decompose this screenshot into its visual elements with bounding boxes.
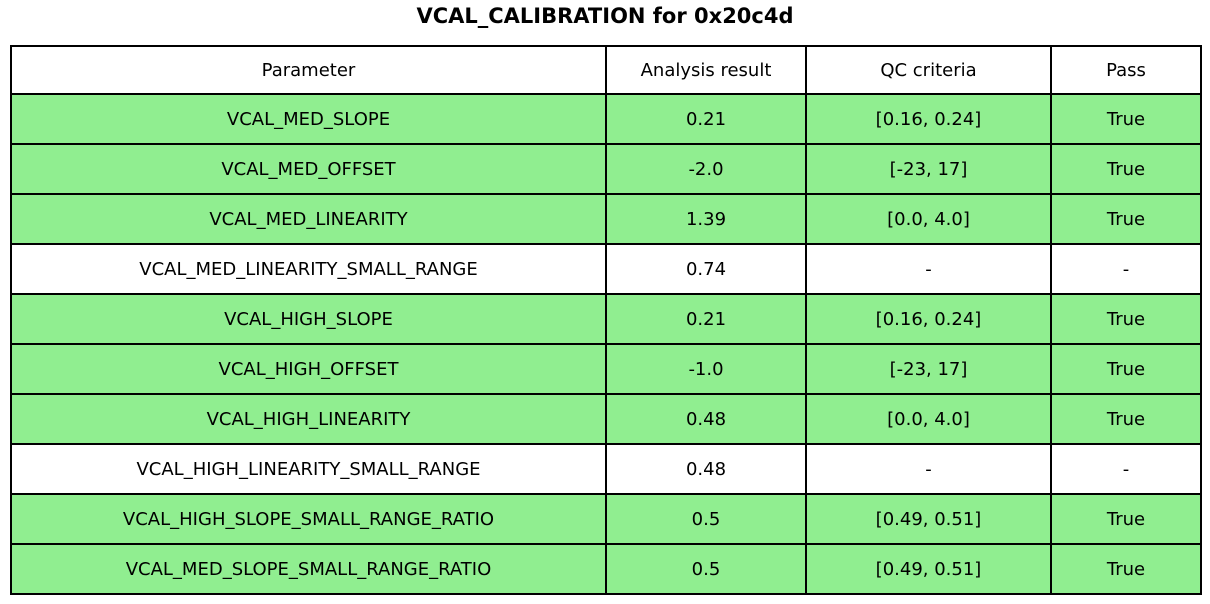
cell-pass: True bbox=[1050, 93, 1202, 145]
cell-parameter: VCAL_HIGH_SLOPE bbox=[10, 293, 607, 345]
cell-parameter: VCAL_HIGH_LINEARITY bbox=[10, 393, 607, 445]
col-header-qc-criteria: QC criteria bbox=[805, 45, 1052, 95]
cell-pass: True bbox=[1050, 193, 1202, 245]
cell-analysis-result: 0.21 bbox=[605, 93, 807, 145]
cell-pass: True bbox=[1050, 143, 1202, 195]
cell-parameter: VCAL_MED_SLOPE_SMALL_RANGE_RATIO bbox=[10, 543, 607, 595]
cell-analysis-result: -1.0 bbox=[605, 343, 807, 395]
cell-pass: True bbox=[1050, 543, 1202, 595]
cell-qc-criteria: [0.0, 4.0] bbox=[805, 193, 1052, 245]
cell-pass: True bbox=[1050, 293, 1202, 345]
col-header-analysis-result: Analysis result bbox=[605, 45, 807, 95]
table-row: VCAL_HIGH_LINEARITY_SMALL_RANGE 0.48 - - bbox=[10, 443, 1202, 495]
cell-analysis-result: 0.5 bbox=[605, 543, 807, 595]
cell-parameter: VCAL_MED_OFFSET bbox=[10, 143, 607, 195]
cell-qc-criteria: [0.0, 4.0] bbox=[805, 393, 1052, 445]
table-row: VCAL_HIGH_SLOPE 0.21 [0.16, 0.24] True bbox=[10, 293, 1202, 345]
cell-analysis-result: 0.74 bbox=[605, 243, 807, 295]
cell-pass: - bbox=[1050, 443, 1202, 495]
cell-pass: True bbox=[1050, 393, 1202, 445]
cell-parameter: VCAL_HIGH_OFFSET bbox=[10, 343, 607, 395]
cell-qc-criteria: - bbox=[805, 443, 1052, 495]
page-title: VCAL_CALIBRATION for 0x20c4d bbox=[416, 4, 794, 28]
cell-pass: True bbox=[1050, 343, 1202, 395]
cell-qc-criteria: [-23, 17] bbox=[805, 343, 1052, 395]
cell-analysis-result: 0.48 bbox=[605, 443, 807, 495]
cell-parameter: VCAL_MED_LINEARITY_SMALL_RANGE bbox=[10, 243, 607, 295]
table-row: VCAL_HIGH_LINEARITY 0.48 [0.0, 4.0] True bbox=[10, 393, 1202, 445]
cell-qc-criteria: [0.16, 0.24] bbox=[805, 293, 1052, 345]
cell-qc-criteria: [0.16, 0.24] bbox=[805, 93, 1052, 145]
table-row: VCAL_MED_SLOPE 0.21 [0.16, 0.24] True bbox=[10, 93, 1202, 145]
cell-pass: True bbox=[1050, 493, 1202, 545]
cell-qc-criteria: [0.49, 0.51] bbox=[805, 543, 1052, 595]
table-row: VCAL_MED_LINEARITY_SMALL_RANGE 0.74 - - bbox=[10, 243, 1202, 295]
cell-pass: - bbox=[1050, 243, 1202, 295]
table-body: VCAL_MED_SLOPE 0.21 [0.16, 0.24] True VC… bbox=[10, 93, 1202, 595]
cell-analysis-result: 0.5 bbox=[605, 493, 807, 545]
table-row: VCAL_MED_LINEARITY 1.39 [0.0, 4.0] True bbox=[10, 193, 1202, 245]
cell-analysis-result: -2.0 bbox=[605, 143, 807, 195]
cell-qc-criteria: [-23, 17] bbox=[805, 143, 1052, 195]
cell-analysis-result: 1.39 bbox=[605, 193, 807, 245]
header-row: Parameter Analysis result QC criteria Pa… bbox=[10, 45, 1202, 95]
col-header-pass: Pass bbox=[1050, 45, 1202, 95]
cell-analysis-result: 0.21 bbox=[605, 293, 807, 345]
table-row: VCAL_HIGH_SLOPE_SMALL_RANGE_RATIO 0.5 [0… bbox=[10, 493, 1202, 545]
cell-parameter: VCAL_HIGH_SLOPE_SMALL_RANGE_RATIO bbox=[10, 493, 607, 545]
table-row: VCAL_HIGH_OFFSET -1.0 [-23, 17] True bbox=[10, 343, 1202, 395]
col-header-parameter: Parameter bbox=[10, 45, 607, 95]
cell-parameter: VCAL_MED_SLOPE bbox=[10, 93, 607, 145]
qc-results-table: Parameter Analysis result QC criteria Pa… bbox=[10, 45, 1202, 595]
table-row: VCAL_MED_OFFSET -2.0 [-23, 17] True bbox=[10, 143, 1202, 195]
table-row: VCAL_MED_SLOPE_SMALL_RANGE_RATIO 0.5 [0.… bbox=[10, 543, 1202, 595]
cell-qc-criteria: [0.49, 0.51] bbox=[805, 493, 1052, 545]
cell-parameter: VCAL_MED_LINEARITY bbox=[10, 193, 607, 245]
cell-qc-criteria: - bbox=[805, 243, 1052, 295]
cell-parameter: VCAL_HIGH_LINEARITY_SMALL_RANGE bbox=[10, 443, 607, 495]
cell-analysis-result: 0.48 bbox=[605, 393, 807, 445]
